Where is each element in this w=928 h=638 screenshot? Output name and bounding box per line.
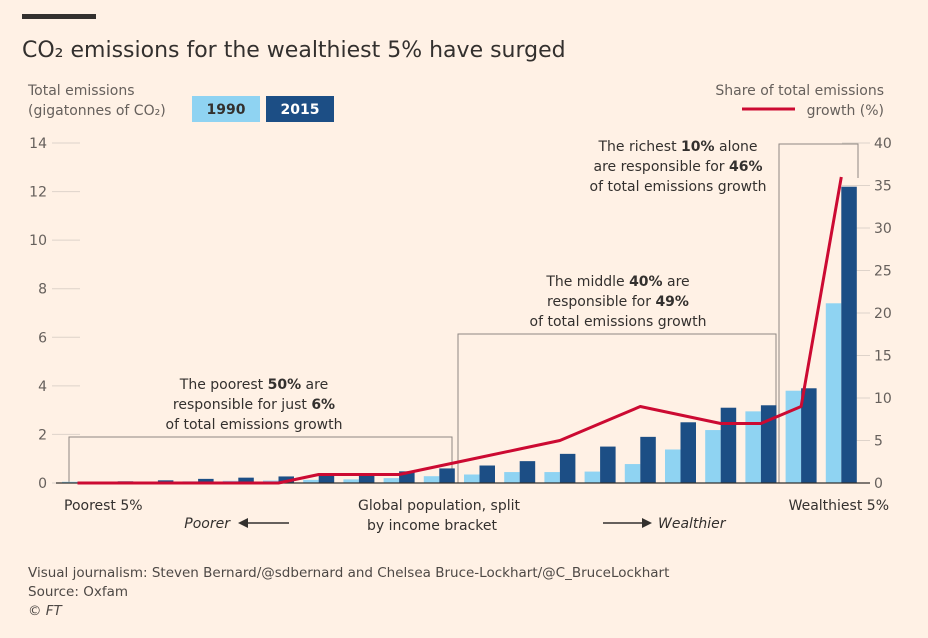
bar-2015 — [680, 422, 696, 483]
bar-1990 — [383, 478, 400, 483]
left-tick-label: 6 — [38, 330, 47, 346]
right-tick-label: 0 — [874, 476, 883, 492]
bar-1990 — [665, 449, 681, 483]
bar-1990 — [423, 476, 440, 483]
x-label-center-1: Global population, split — [358, 498, 520, 514]
bracket-richest — [778, 143, 859, 483]
annotation-richest-line-1: The richest 10% alone — [597, 139, 757, 155]
legend: 1990 2015 — [192, 96, 334, 122]
left-tick-label: 0 — [38, 476, 47, 492]
right-tick-label: 15 — [874, 349, 892, 365]
legend-swatch-1990 — [192, 96, 260, 122]
bar-2015 — [479, 465, 495, 483]
annotation-poorest-line-2: responsible for just 6% — [173, 397, 335, 413]
bar-2015 — [238, 477, 254, 483]
x-label-wealthiest: Wealthiest 5% — [789, 498, 889, 514]
bar-2015 — [519, 461, 536, 483]
chart-title: CO₂ emissions for the wealthiest 5% have… — [22, 38, 566, 63]
right-tick-label: 20 — [874, 306, 892, 322]
annotation-middle-line-1: The middle 40% are — [545, 274, 689, 290]
bar-2015 — [399, 471, 415, 483]
bar-1990 — [504, 472, 520, 483]
x-label-poorest: Poorest 5% — [64, 498, 143, 514]
annotations: The poorest 50% are responsible for just … — [166, 139, 767, 433]
credits-journalism: Visual journalism: Steven Bernard/@sdber… — [28, 565, 670, 581]
left-tick-label: 4 — [38, 379, 47, 395]
left-axis-label-2: (gigatonnes of CO₂) — [28, 103, 166, 119]
legend-label-1990: 1990 — [207, 102, 246, 118]
x-label-wealthier: Wealthier — [658, 516, 727, 532]
annotation-poorest-line-1: The poorest 50% are — [179, 377, 328, 393]
bar-2015 — [720, 407, 737, 483]
right-tick-label: 30 — [874, 221, 892, 237]
credits-copyright: © FT — [28, 603, 62, 619]
left-axis-label-1: Total emissions — [27, 83, 135, 99]
bar-2015 — [278, 476, 294, 483]
bar-2015 — [801, 388, 817, 483]
right-tick-label: 35 — [874, 179, 892, 195]
bar-1990 — [464, 474, 480, 483]
bars — [62, 186, 857, 483]
bar-1990 — [343, 479, 359, 483]
legend-label-2015: 2015 — [281, 102, 320, 118]
share-growth-line — [77, 176, 843, 485]
annotation-richest-line-2: are responsible for 46% — [593, 159, 762, 175]
bar-2015 — [198, 478, 214, 483]
left-tick-label: 10 — [29, 233, 47, 249]
right-axis-label-2: growth (%) — [807, 103, 884, 119]
left-tick-label: 12 — [29, 185, 47, 201]
bar-2015 — [600, 446, 616, 483]
arrow-left-icon — [238, 518, 289, 528]
annotation-richest-line-3: of total emissions growth — [590, 179, 767, 195]
share-line — [77, 176, 843, 485]
bar-2015 — [841, 186, 857, 483]
credits-source: Source: Oxfam — [28, 584, 128, 600]
bar-2015 — [559, 453, 576, 483]
x-label-center-2: by income bracket — [367, 518, 497, 534]
credits: Visual journalism: Steven Bernard/@sdber… — [28, 564, 669, 621]
left-tick-label: 2 — [38, 427, 47, 443]
bar-1990 — [303, 479, 319, 483]
legend-swatch-2015 — [266, 96, 334, 122]
bar-1990 — [584, 471, 601, 483]
bar-2015 — [640, 436, 656, 483]
annotation-middle-line-2: responsible for 49% — [547, 294, 689, 310]
annotation-poorest-line-3: of total emissions growth — [166, 417, 343, 433]
tick-labels: 0 2 4 6 8 10 12 14 0 5 10 15 20 25 30 35 40 — [29, 136, 892, 492]
left-tick-label: 8 — [38, 282, 47, 298]
title-bar — [22, 14, 96, 19]
bar-1990 — [825, 303, 842, 483]
left-tick-label: 14 — [29, 136, 47, 152]
right-tick-label: 5 — [874, 434, 883, 450]
bar-2015 — [760, 405, 777, 483]
bar-2015 — [439, 468, 455, 483]
bar-2015 — [318, 475, 335, 483]
bar-1990 — [544, 472, 560, 483]
bar-1990 — [745, 411, 761, 483]
bar-1990 — [705, 430, 721, 483]
bracket-poorest — [68, 436, 453, 483]
annotation-middle-line-3: of total emissions growth — [530, 314, 707, 330]
right-tick-label: 40 — [874, 136, 892, 152]
right-axis-label-1: Share of total emissions — [715, 83, 884, 99]
bar-1990 — [624, 464, 641, 483]
bar-1990 — [785, 390, 802, 483]
bar-2015 — [358, 473, 375, 483]
x-label-poorer: Poorer — [184, 516, 231, 532]
right-tick-label: 25 — [874, 264, 892, 280]
arrow-right-icon — [603, 518, 652, 528]
right-tick-label: 10 — [874, 391, 892, 407]
